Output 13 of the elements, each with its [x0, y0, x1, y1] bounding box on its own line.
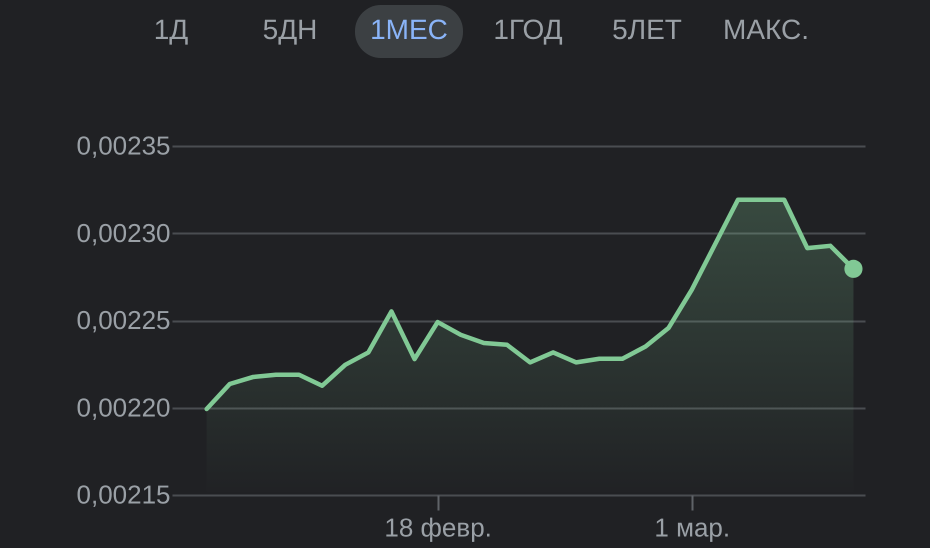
y-tick-label: 0,00215 [76, 480, 170, 510]
y-tick-label: 0,00230 [76, 218, 170, 248]
text: 1МЕС [370, 14, 448, 45]
y-tick-label: 0,00220 [76, 392, 170, 422]
text: 5ЛЕТ [612, 14, 682, 45]
text: 5ДН [262, 14, 318, 45]
x-tick-label: 1 мар. [654, 512, 730, 542]
text: 1Д [154, 14, 188, 45]
y-tick-label: 0,00235 [76, 130, 170, 160]
x-tick-label: 18 февр. [384, 512, 492, 542]
text: 1ГОД [493, 14, 563, 45]
text: МАКС. [723, 14, 809, 45]
y-tick-label: 0,00225 [76, 305, 170, 335]
